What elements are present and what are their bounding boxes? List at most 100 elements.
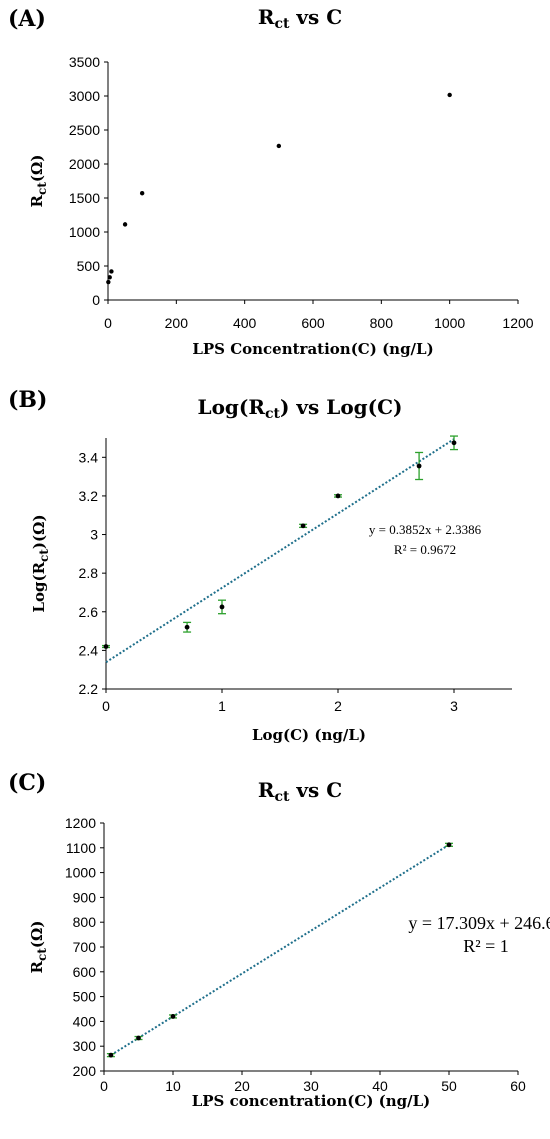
y-tick-label: 2000	[69, 156, 100, 172]
trendline-equation: y = 0.3852x + 2.3386	[369, 522, 482, 537]
label-part-pre: Log(	[30, 574, 48, 612]
panel-label: (C)	[8, 770, 46, 796]
label-part-sub: ct	[274, 16, 290, 32]
chart-title: Rct vs C	[258, 5, 342, 32]
y-tick-label: 900	[73, 889, 97, 905]
data-point	[276, 143, 282, 149]
label-part-main: R	[30, 561, 48, 574]
label-part-rest: (Ω)	[28, 921, 46, 949]
y-tick-label: 2.8	[79, 565, 99, 581]
x-tick-label: 800	[370, 315, 394, 331]
y-tick-label: 2.6	[79, 604, 99, 620]
y-tick-label: 800	[73, 914, 97, 930]
x-tick-label: 3	[450, 698, 458, 714]
y-tick-label: 400	[73, 1013, 97, 1029]
y-tick-label: 2500	[69, 122, 100, 138]
y-tick-label: 2.4	[79, 642, 99, 658]
chart-title: Rct vs C	[258, 778, 342, 805]
data-point	[136, 1035, 141, 1041]
y-tick-label: 1000	[69, 224, 100, 240]
label-part-main: R	[258, 778, 275, 802]
x-axis-label: LPS Concentration(C) (ng/L)	[192, 340, 433, 358]
y-tick-label: 500	[77, 258, 101, 274]
label-part-main: R	[28, 960, 46, 973]
y-tick-label: 2.2	[79, 681, 99, 697]
x-tick-label: 2	[334, 698, 342, 714]
x-tick-label: 0	[100, 1078, 108, 1094]
y-tick-label: 600	[73, 964, 97, 980]
y-tick-label: 1100	[66, 840, 96, 856]
y-tick-label: 300	[73, 1038, 97, 1054]
x-tick-label: 200	[165, 315, 189, 331]
trendline-equation: y = 17.309x + 246.62	[408, 913, 550, 933]
trendline	[105, 438, 455, 664]
y-tick-label: 500	[73, 989, 97, 1005]
data-point	[103, 644, 109, 649]
x-tick-label: 1	[218, 698, 226, 714]
y-tick-label: 700	[73, 939, 97, 955]
r-squared-label: R² = 0.9672	[394, 542, 456, 557]
data-point	[300, 523, 306, 529]
data-point	[139, 191, 145, 196]
y-axis-label: Rct(Ω)	[28, 155, 49, 208]
data-point	[109, 269, 114, 274]
y-tick-label: 1000	[65, 865, 96, 881]
x-tick-label: 10	[165, 1078, 181, 1094]
y-axis-label: Rct(Ω)	[28, 921, 49, 974]
y-tick-label: 1500	[69, 190, 100, 206]
x-tick-label: 0	[102, 698, 110, 714]
data-point	[106, 279, 111, 285]
trendline	[110, 843, 450, 1056]
x-tick-label: 1200	[502, 315, 533, 331]
chart-panel-2: (B) Log(Rct) vs Log(C)2.22.42.62.833.23.4…	[8, 387, 512, 744]
label-part-main: R	[248, 395, 265, 419]
chart-panel-1: (A) Rct vs C 0 500 1000 1500 2000 2500 3000 3500 0…	[8, 5, 534, 358]
label-part-rest: ) vs Log(C)	[280, 395, 403, 419]
y-tick-label: 3.2	[79, 488, 99, 504]
x-tick-label: 1000	[434, 315, 465, 331]
y-tick-label: 3000	[69, 88, 100, 104]
panel-label: (B)	[8, 387, 47, 413]
data-point	[107, 275, 112, 280]
data-point	[335, 493, 341, 499]
y-axis-label: Log(Rct)(Ω)	[30, 514, 51, 612]
data-point	[451, 440, 457, 446]
x-tick-label: 400	[233, 315, 257, 331]
label-part-sub: ct	[37, 549, 51, 562]
label-part-sub: ct	[35, 948, 49, 961]
data-point	[122, 222, 128, 227]
label-part-sub: ct	[35, 182, 49, 195]
y-tick-label: 0	[92, 292, 100, 308]
label-part-rest: )(Ω)	[30, 514, 48, 549]
x-tick-label: 20	[234, 1078, 250, 1094]
chart-panel-3: (C) Rct vs C20030040050060070080090010001…	[8, 770, 550, 1110]
x-axis-label: Log(C) (ng/L)	[252, 726, 366, 744]
chart-title: Log(Rct) vs Log(C)	[198, 395, 403, 422]
label-part-sub: ct	[274, 789, 290, 805]
x-tick-label: 30	[303, 1078, 319, 1094]
data-point	[447, 92, 452, 98]
y-tick-label: 1200	[65, 815, 96, 831]
y-tick-label: 3500	[69, 54, 100, 70]
x-tick-label: 60	[510, 1078, 526, 1094]
data-point	[170, 1014, 176, 1019]
data-point	[446, 842, 452, 848]
x-tick-label: 50	[441, 1078, 457, 1094]
x-axis-label: LPS concentration(C) (ng/L)	[192, 1092, 431, 1110]
data-point	[184, 624, 190, 630]
x-tick-label: 0	[104, 315, 112, 331]
data-point	[108, 1052, 114, 1058]
label-part-sub: ct	[265, 406, 281, 422]
label-part-pre: Log(	[198, 395, 249, 419]
label-part-rest: (Ω)	[28, 155, 46, 183]
label-part-rest: vs C	[289, 5, 342, 29]
r-squared-label: R² = 1	[463, 936, 509, 956]
x-tick-label: 600	[301, 315, 325, 331]
data-point	[416, 463, 422, 469]
label-part-main: R	[258, 5, 275, 29]
label-part-rest: vs C	[289, 778, 342, 802]
x-tick-label: 40	[372, 1078, 388, 1094]
data-point	[219, 604, 225, 610]
label-part-main: R	[28, 194, 46, 207]
